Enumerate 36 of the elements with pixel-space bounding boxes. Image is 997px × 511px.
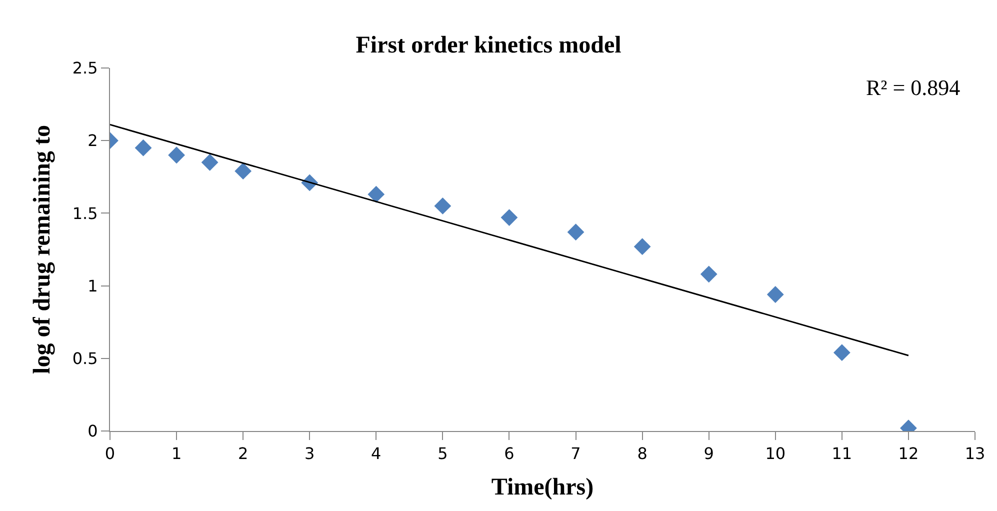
y-axis-title: log of drug remaining to	[29, 125, 56, 374]
point	[134, 139, 152, 156]
point	[201, 154, 218, 171]
point	[168, 146, 185, 164]
point	[567, 224, 584, 241]
point	[700, 266, 718, 283]
chart-title: First order kinetics model	[356, 32, 622, 59]
x-tick-label: 9	[704, 444, 714, 464]
x-tick-label: 4	[371, 444, 382, 464]
x-tick-label: 10	[765, 444, 786, 464]
point	[833, 344, 850, 362]
x-tick-label: 1	[171, 444, 182, 464]
x-tick-label: 7	[570, 444, 581, 464]
x-tick-label: 3	[304, 444, 315, 464]
y-tick-label: 2.5	[72, 58, 98, 78]
x-tick-label: 11	[832, 444, 852, 464]
x-axis-title: Time(hrs)	[491, 474, 594, 500]
x-tick-label: 2	[238, 444, 248, 464]
annotation: R² = 0.894	[866, 75, 960, 100]
y-tick-label: 0	[88, 422, 98, 441]
x-tick-label: 8	[637, 444, 648, 464]
x-tick-label: 6	[504, 444, 514, 464]
point	[434, 197, 452, 214]
y-tick-label: 2	[88, 131, 98, 150]
y-tick-label: 1	[88, 276, 98, 296]
x-tick-label: 12	[898, 444, 919, 464]
point	[634, 238, 651, 256]
point	[234, 162, 252, 180]
point	[368, 186, 385, 203]
x-tick-label: 5	[438, 444, 448, 464]
point	[500, 209, 518, 226]
y-tick-label: 1.5	[72, 204, 98, 223]
point	[766, 286, 784, 303]
x-tick-label: 0	[104, 444, 116, 464]
x-tick-label: 13	[964, 444, 986, 464]
y-tick-label: 0.5	[72, 349, 98, 368]
